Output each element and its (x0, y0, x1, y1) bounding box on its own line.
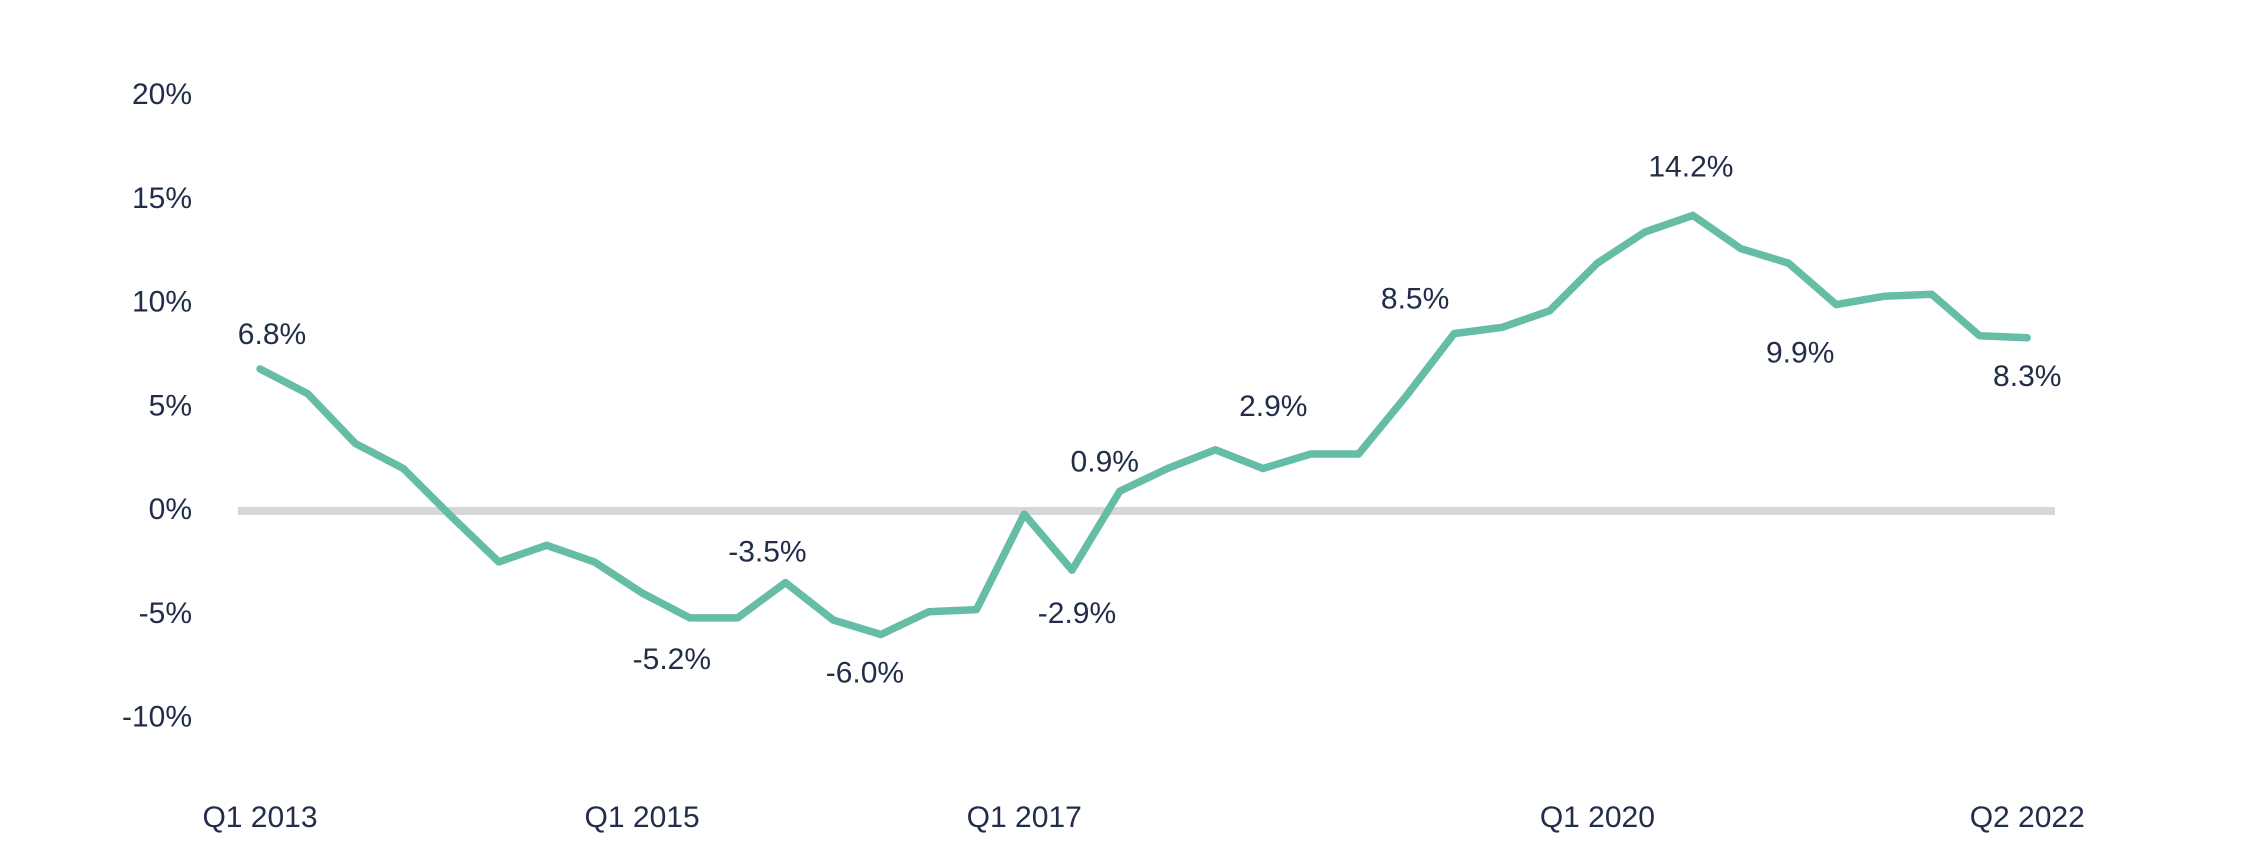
y-axis-tick-label: -5% (139, 597, 192, 630)
x-axis-tick-label: Q1 2017 (967, 801, 1082, 834)
data-point-label: 0.9% (1071, 445, 1139, 478)
data-point-label: 8.3% (1993, 360, 2061, 393)
data-point-label: -3.5% (728, 536, 806, 569)
x-axis-tick-label: Q1 2015 (585, 801, 700, 834)
data-point-label: 14.2% (1648, 150, 1733, 183)
data-point-label: -2.9% (1038, 597, 1116, 630)
data-point-label: -6.0% (826, 657, 904, 690)
x-axis-tick-label: Q2 2022 (1970, 801, 2085, 834)
y-axis-tick-label: 10% (132, 286, 192, 319)
y-axis-tick-label: 0% (149, 493, 192, 526)
y-axis-tick-label: 15% (132, 182, 192, 215)
data-point-label: 9.9% (1766, 337, 1834, 370)
x-axis-tick-label: Q1 2013 (202, 801, 317, 834)
data-series-line (256, 211, 2031, 639)
y-axis-tick-label: 5% (149, 389, 192, 422)
data-point-label: 8.5% (1381, 283, 1449, 316)
data-point-label: -5.2% (633, 643, 711, 676)
x-axis-tick-label: Q1 2020 (1540, 801, 1655, 834)
y-axis-tick-label: 20% (132, 78, 192, 111)
data-point-label: 2.9% (1239, 390, 1307, 423)
y-axis-tick-label: -10% (122, 701, 192, 734)
data-point-label: 6.8% (238, 318, 306, 351)
